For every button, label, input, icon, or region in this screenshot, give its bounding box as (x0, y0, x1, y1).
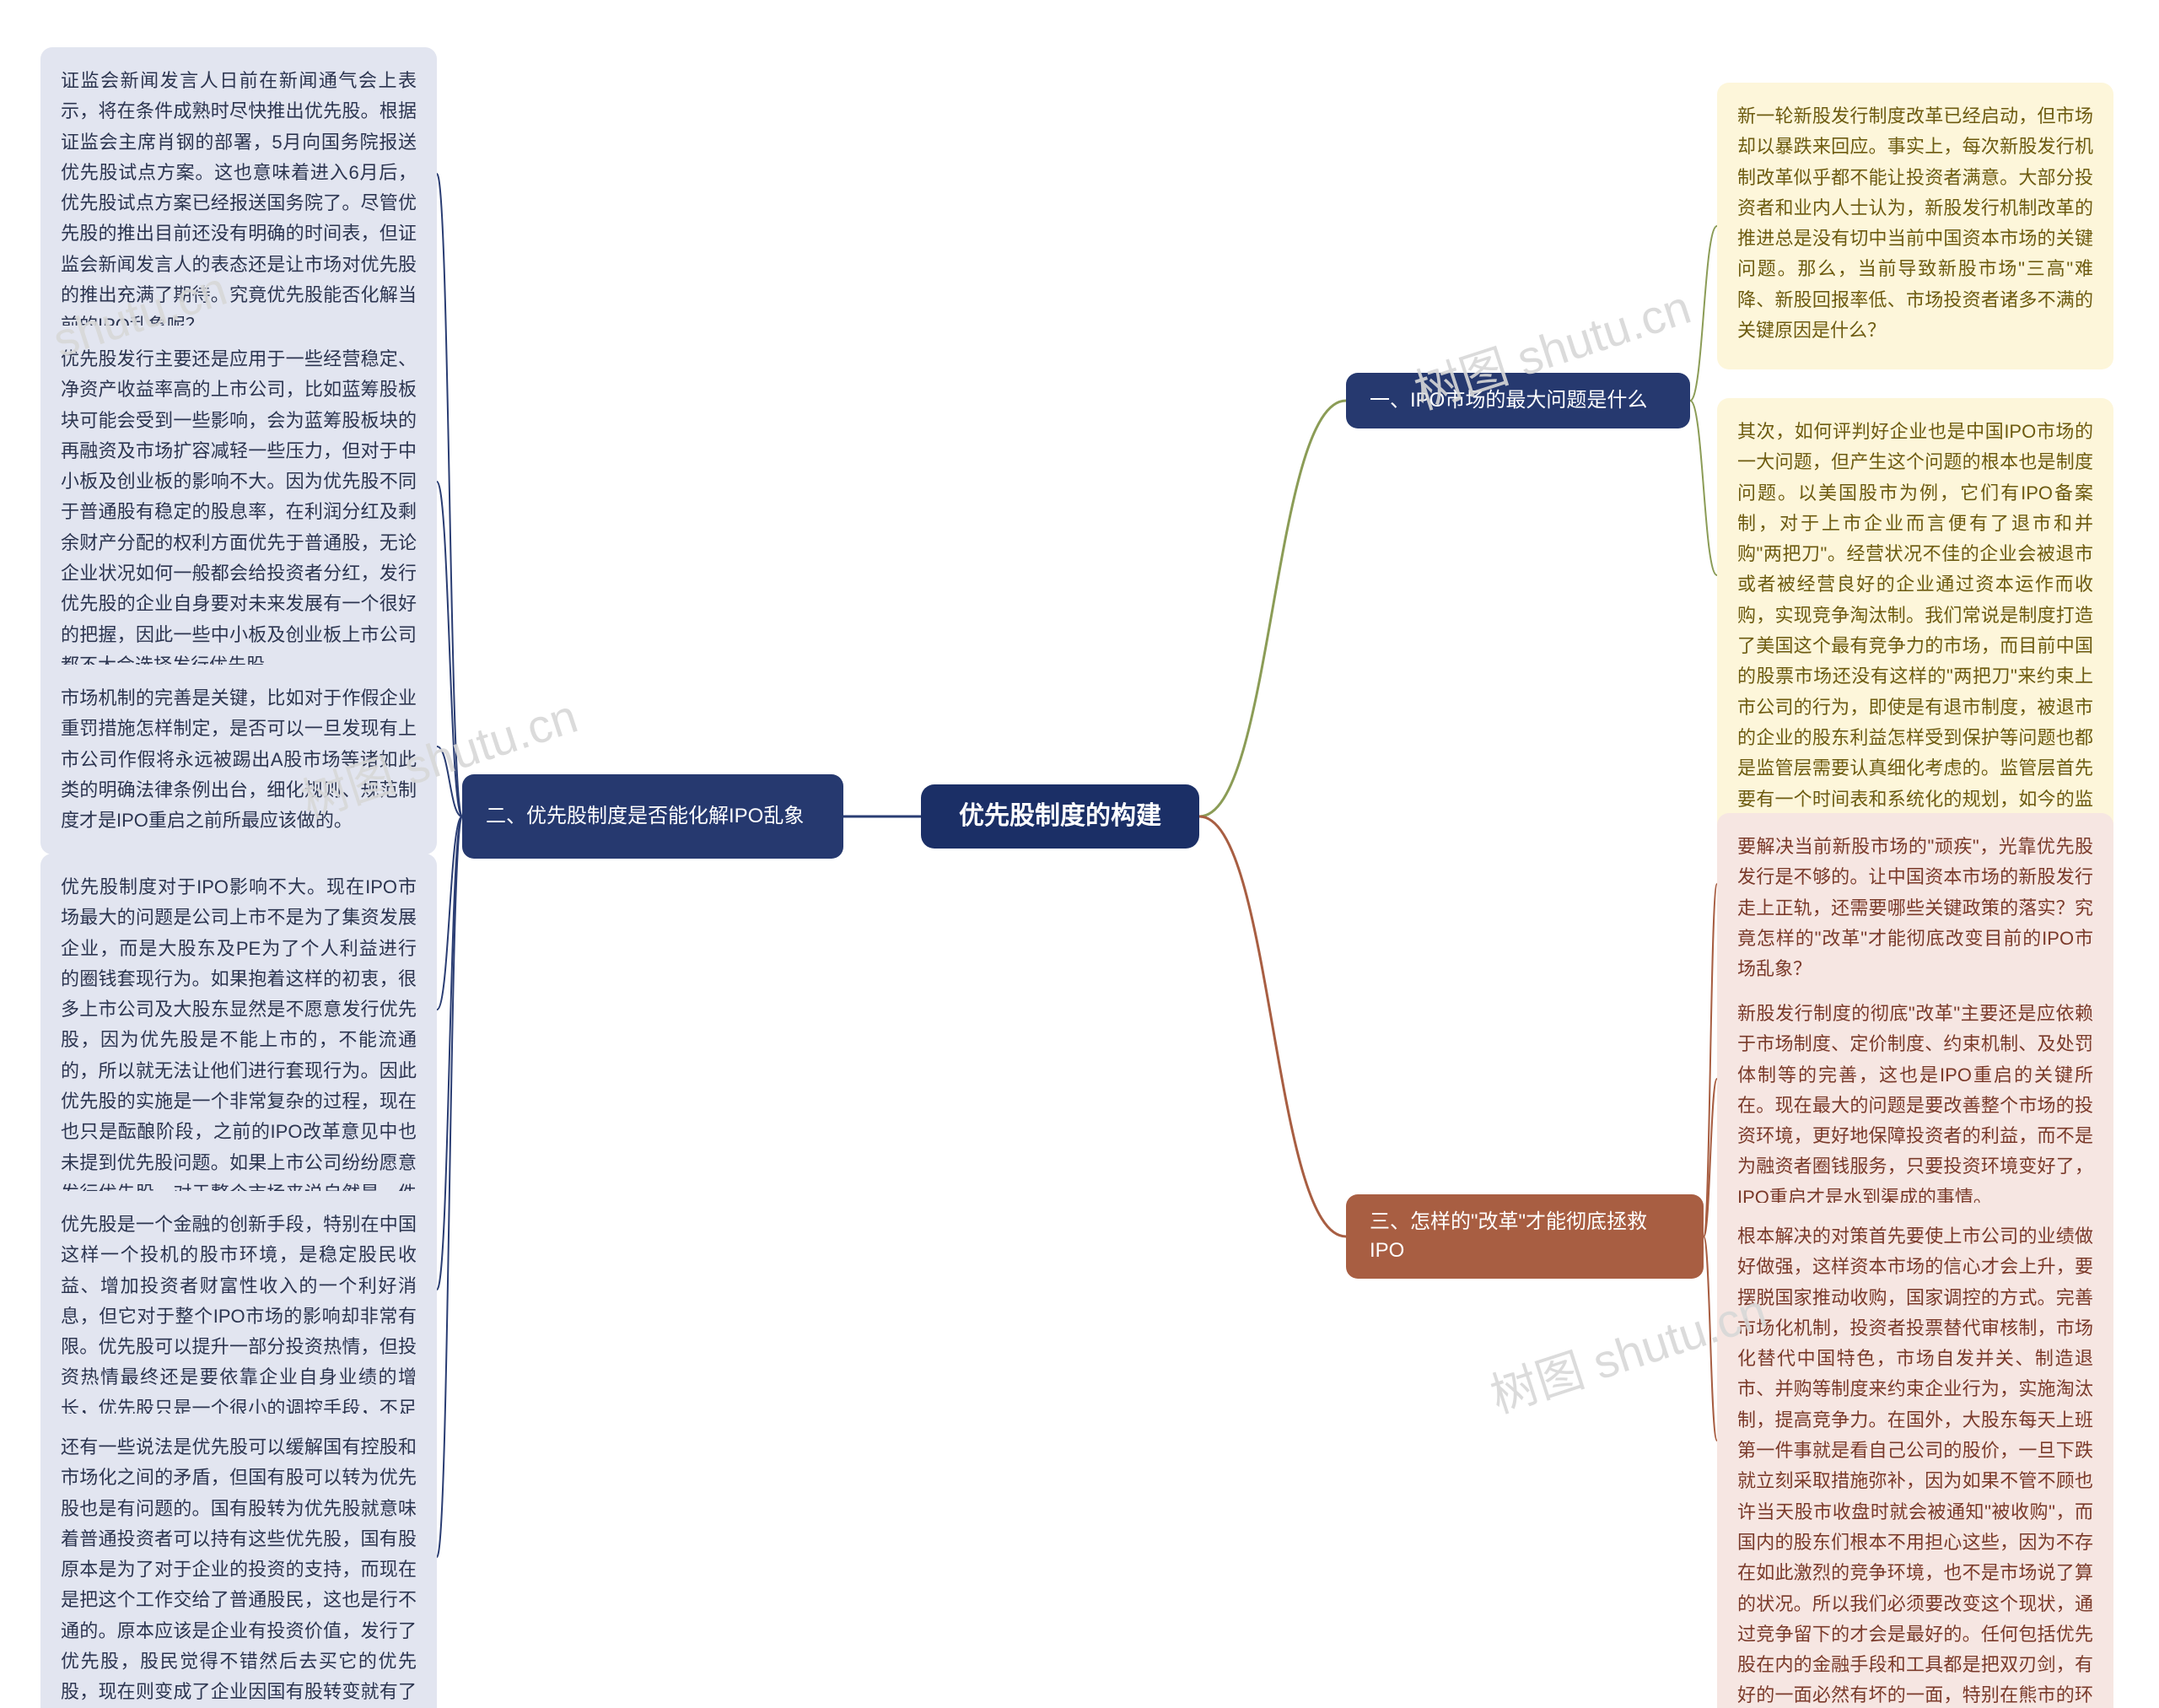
center-label: 优先股制度的构建 (959, 799, 1161, 834)
leaf-node: 市场机制的完善是关键，比如对于作假企业重罚措施怎样制定，是否可以一旦发现有上市公… (40, 665, 437, 854)
branch-node: 二、优先股制度是否能化解IPO乱象 (462, 774, 843, 859)
leaf-text: 新一轮新股发行制度改革已经启动，但市场却以暴跌来回应。事实上，每次新股发行机制改… (1737, 105, 2093, 341)
center-node: 优先股制度的构建 (921, 784, 1199, 849)
leaf-text: 市场机制的完善是关键，比如对于作假企业重罚措施怎样制定，是否可以一旦发现有上市公… (61, 687, 417, 831)
leaf-text: 要解决当前新股市场的"顽疾"，光靠优先股发行是不够的。让中国资本市场的新股发行走… (1737, 836, 2093, 979)
leaf-node: 要解决当前新股市场的"顽疾"，光靠优先股发行是不够的。让中国资本市场的新股发行走… (1717, 813, 2113, 1003)
leaf-text: 根本解决的对策首先要使上市公司的业绩做好做强，这样资本市场的信心才会上升，要摆脱… (1737, 1226, 2093, 1708)
leaf-node: 还有一些说法是优先股可以缓解国有控股和市场化之间的矛盾，但国有股可以转为优先股也… (40, 1414, 437, 1708)
branch-node: 三、怎样的"改革"才能彻底拯救IPO (1346, 1194, 1704, 1279)
leaf-text: 新股发行制度的彻底"改革"主要还是应依赖于市场制度、定价制度、约束机制、及处罚体… (1737, 1003, 2093, 1208)
leaf-text: 还有一些说法是优先股可以缓解国有控股和市场化之间的矛盾，但国有股可以转为优先股也… (61, 1436, 417, 1708)
leaf-node: 根本解决的对策首先要使上市公司的业绩做好做强，这样资本市场的信心才会上升，要摆脱… (1717, 1203, 2113, 1708)
branch-label: 三、怎样的"改革"才能彻底拯救IPO (1370, 1208, 1680, 1264)
leaf-node: 新股发行制度的彻底"改革"主要还是应依赖于市场制度、定价制度、约束机制、及处罚体… (1717, 980, 2113, 1231)
leaf-text: 优先股制度对于IPO影响不大。现在IPO市场最大的问题是公司上市不是为了集资发展… (61, 876, 417, 1234)
branch-node: 一、IPO市场的最大问题是什么 (1346, 373, 1690, 428)
leaf-node: 优先股发行主要还是应用于一些经营稳定、净资产收益率高的上市公司，比如蓝筹股板块可… (40, 326, 437, 699)
leaf-node: 新一轮新股发行制度改革已经启动，但市场却以暴跌来回应。事实上，每次新股发行机制改… (1717, 83, 2113, 369)
branch-label: 二、优先股制度是否能化解IPO乱象 (486, 802, 804, 831)
branch-label: 一、IPO市场的最大问题是什么 (1370, 386, 1647, 415)
leaf-text: 优先股发行主要还是应用于一些经营稳定、净资产收益率高的上市公司，比如蓝筹股板块可… (61, 348, 417, 676)
leaf-text: 证监会新闻发言人日前在新闻通气会上表示，将在条件成熟时尽快推出优先股。根据证监会… (61, 70, 417, 336)
leaf-node: 证监会新闻发言人日前在新闻通气会上表示，将在条件成熟时尽快推出优先股。根据证监会… (40, 47, 437, 360)
